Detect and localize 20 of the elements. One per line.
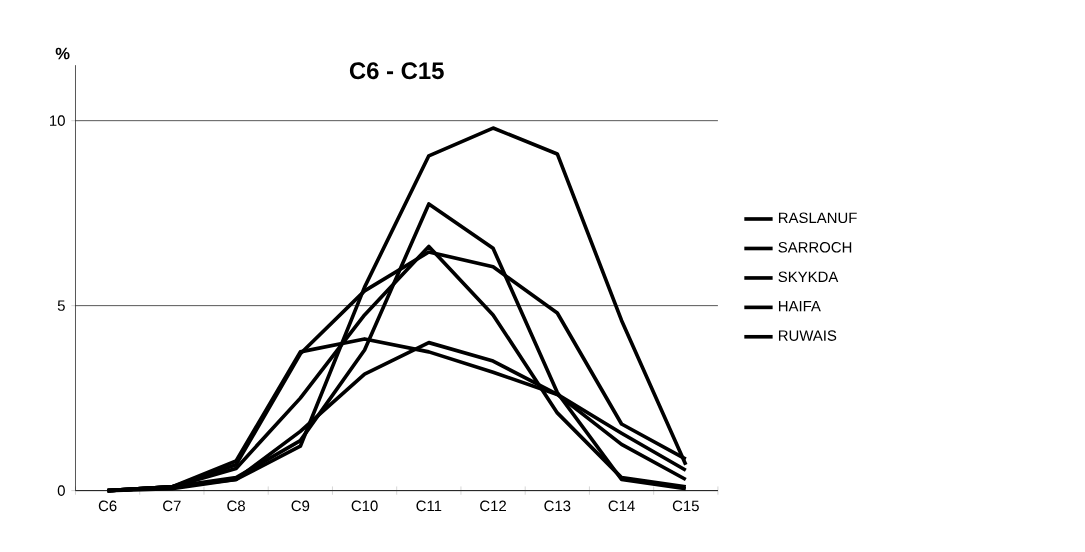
x-tick-label: C9	[291, 500, 310, 512]
y-axis-title: %	[55, 47, 70, 60]
legend-label: RUWAIS	[778, 330, 837, 341]
x-tick-label: C13	[544, 500, 571, 512]
chart-title: C6 - C15	[349, 62, 444, 80]
x-tick-label: C10	[351, 500, 378, 512]
x-tick-label: C7	[163, 500, 181, 512]
x-tick-label: C8	[227, 500, 245, 512]
x-tick-label: C6	[98, 500, 117, 512]
legend-label: SARROCH	[778, 242, 852, 253]
x-tick-label: C14	[608, 500, 635, 512]
legend-label: SKYKDA	[778, 271, 839, 283]
x-tick-label: C15	[672, 500, 699, 512]
x-tick-label: C11	[416, 500, 442, 512]
y-tick-label: 10	[50, 115, 65, 126]
legend-label: HAIFA	[778, 301, 821, 312]
x-tick-label: C12	[480, 500, 506, 512]
y-tick-label: 0	[57, 485, 65, 496]
y-tick-label: 5	[57, 300, 65, 311]
legend-label: RASLANUF	[778, 212, 857, 224]
